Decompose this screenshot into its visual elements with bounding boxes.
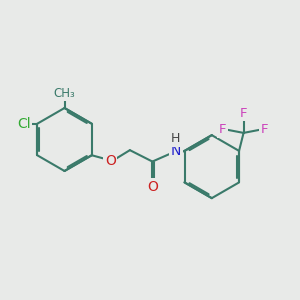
Text: Cl: Cl [17,117,31,131]
Text: CH₃: CH₃ [54,86,75,100]
Text: F: F [261,123,268,136]
Text: O: O [147,180,158,194]
Text: N: N [171,144,181,158]
Text: F: F [240,106,247,120]
Text: O: O [105,154,116,168]
Text: H: H [171,132,181,145]
Text: F: F [219,123,226,136]
